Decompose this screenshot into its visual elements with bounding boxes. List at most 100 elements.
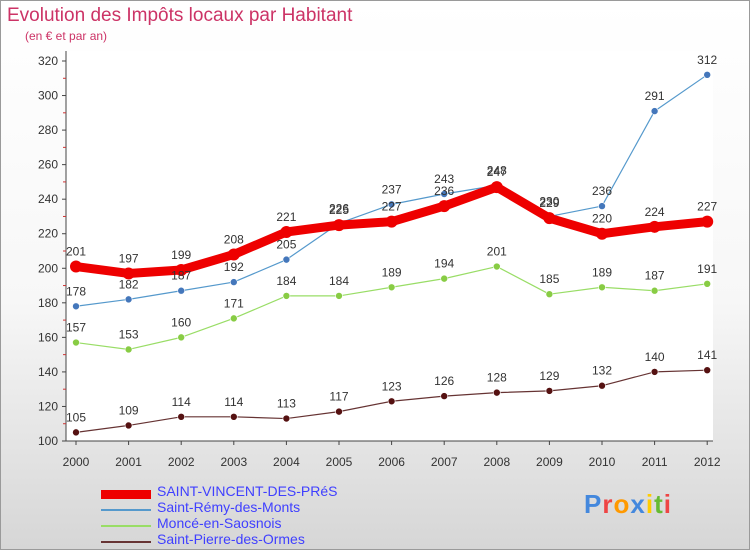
data-point	[282, 255, 291, 264]
data-point	[545, 290, 554, 298]
data-label: 182	[119, 277, 139, 291]
data-point	[282, 292, 291, 300]
data-label: 128	[487, 371, 507, 385]
data-point	[72, 338, 80, 347]
data-point	[438, 200, 451, 213]
data-label: 132	[592, 364, 612, 378]
data-label: 201	[66, 245, 86, 259]
data-point	[230, 278, 238, 286]
data-point	[703, 366, 712, 374]
data-label: 160	[171, 315, 191, 329]
data-label: 187	[171, 269, 191, 283]
data-label: 221	[276, 210, 296, 224]
legend-label: Moncé-en-Saosnois	[157, 515, 282, 531]
brand-letter: x	[630, 489, 646, 519]
data-point	[703, 280, 712, 288]
brand-letter: i	[645, 489, 655, 519]
y-tick-label: 120	[38, 399, 58, 413]
data-point	[227, 248, 240, 261]
data-label: 247	[487, 165, 507, 179]
data-point	[598, 381, 606, 390]
data-point	[335, 292, 343, 300]
data-point	[490, 181, 503, 194]
data-point	[703, 71, 712, 79]
data-point	[596, 227, 608, 240]
data-label: 191	[697, 262, 717, 276]
data-point	[387, 283, 396, 292]
y-tick-label: 100	[38, 434, 58, 448]
y-tick-label: 160	[38, 330, 58, 344]
data-label: 114	[224, 395, 243, 409]
data-point	[282, 414, 291, 423]
data-label: 140	[645, 350, 665, 364]
data-point	[124, 345, 133, 354]
data-point	[650, 368, 659, 376]
x-tick-label: 2003	[220, 455, 247, 469]
data-point	[177, 413, 185, 421]
data-point	[72, 428, 80, 437]
legend-swatch	[101, 509, 151, 511]
y-tick-label: 140	[38, 365, 58, 379]
data-label: 123	[382, 379, 402, 393]
data-label: 237	[382, 182, 402, 196]
legend-label: Saint-Rémy-des-Monts	[157, 499, 301, 515]
data-point	[177, 333, 185, 342]
data-point	[175, 264, 188, 276]
x-tick-label: 2004	[273, 455, 300, 469]
x-tick-label: 2009	[536, 455, 563, 469]
x-tick-label: 2010	[589, 455, 616, 469]
brand-letter: t	[654, 489, 664, 519]
chart-title: Evolution des Impôts locaux par Habitant	[7, 5, 353, 26]
data-label: 189	[592, 265, 612, 279]
data-point	[387, 200, 396, 209]
data-label: 291	[645, 89, 665, 103]
data-label: 227	[697, 200, 717, 214]
data-point	[280, 226, 293, 238]
x-tick-label: 2002	[168, 455, 195, 469]
data-label: 225	[329, 203, 349, 217]
data-point	[440, 274, 449, 283]
data-label: 224	[645, 205, 665, 219]
data-label: 199	[171, 248, 191, 262]
data-label: 220	[592, 212, 612, 226]
brand-logo: Proxiti	[584, 489, 672, 520]
data-label: 189	[382, 265, 402, 279]
data-point	[650, 286, 659, 295]
x-tick-label: 2001	[115, 455, 142, 469]
data-label: 117	[329, 390, 348, 404]
data-point	[598, 283, 606, 292]
data-point	[124, 295, 133, 304]
legend-swatch	[101, 490, 151, 499]
x-tick-label: 2012	[694, 455, 721, 469]
data-point	[492, 262, 501, 271]
data-label: 229	[539, 196, 559, 210]
y-tick-label: 180	[38, 296, 58, 310]
data-point	[492, 388, 501, 397]
data-label: 171	[224, 296, 244, 310]
data-label: 201	[487, 245, 507, 259]
data-point	[335, 407, 343, 416]
data-point	[440, 392, 449, 400]
y-tick-label: 200	[38, 261, 58, 275]
y-tick-label: 260	[38, 158, 58, 172]
brand-letter: i	[663, 489, 672, 519]
chart-subtitle: (en € et par an)	[25, 29, 108, 43]
data-label: 185	[539, 272, 559, 286]
legend-label: Saint-Pierre-des-Ormes	[157, 531, 305, 547]
plot-area	[66, 51, 713, 441]
y-tick-label: 300	[38, 89, 58, 103]
x-tick-label: 2005	[326, 455, 353, 469]
data-label: 178	[66, 284, 86, 298]
x-tick-label: 2000	[63, 455, 90, 469]
data-point	[70, 260, 82, 273]
data-point	[701, 215, 714, 228]
data-label: 105	[66, 410, 86, 424]
x-tick-label: 2007	[431, 455, 458, 469]
data-point	[124, 421, 133, 430]
data-point	[177, 286, 185, 295]
data-label: 312	[697, 53, 717, 67]
data-label: 184	[276, 274, 296, 288]
data-point	[122, 267, 135, 280]
data-point	[385, 215, 398, 228]
